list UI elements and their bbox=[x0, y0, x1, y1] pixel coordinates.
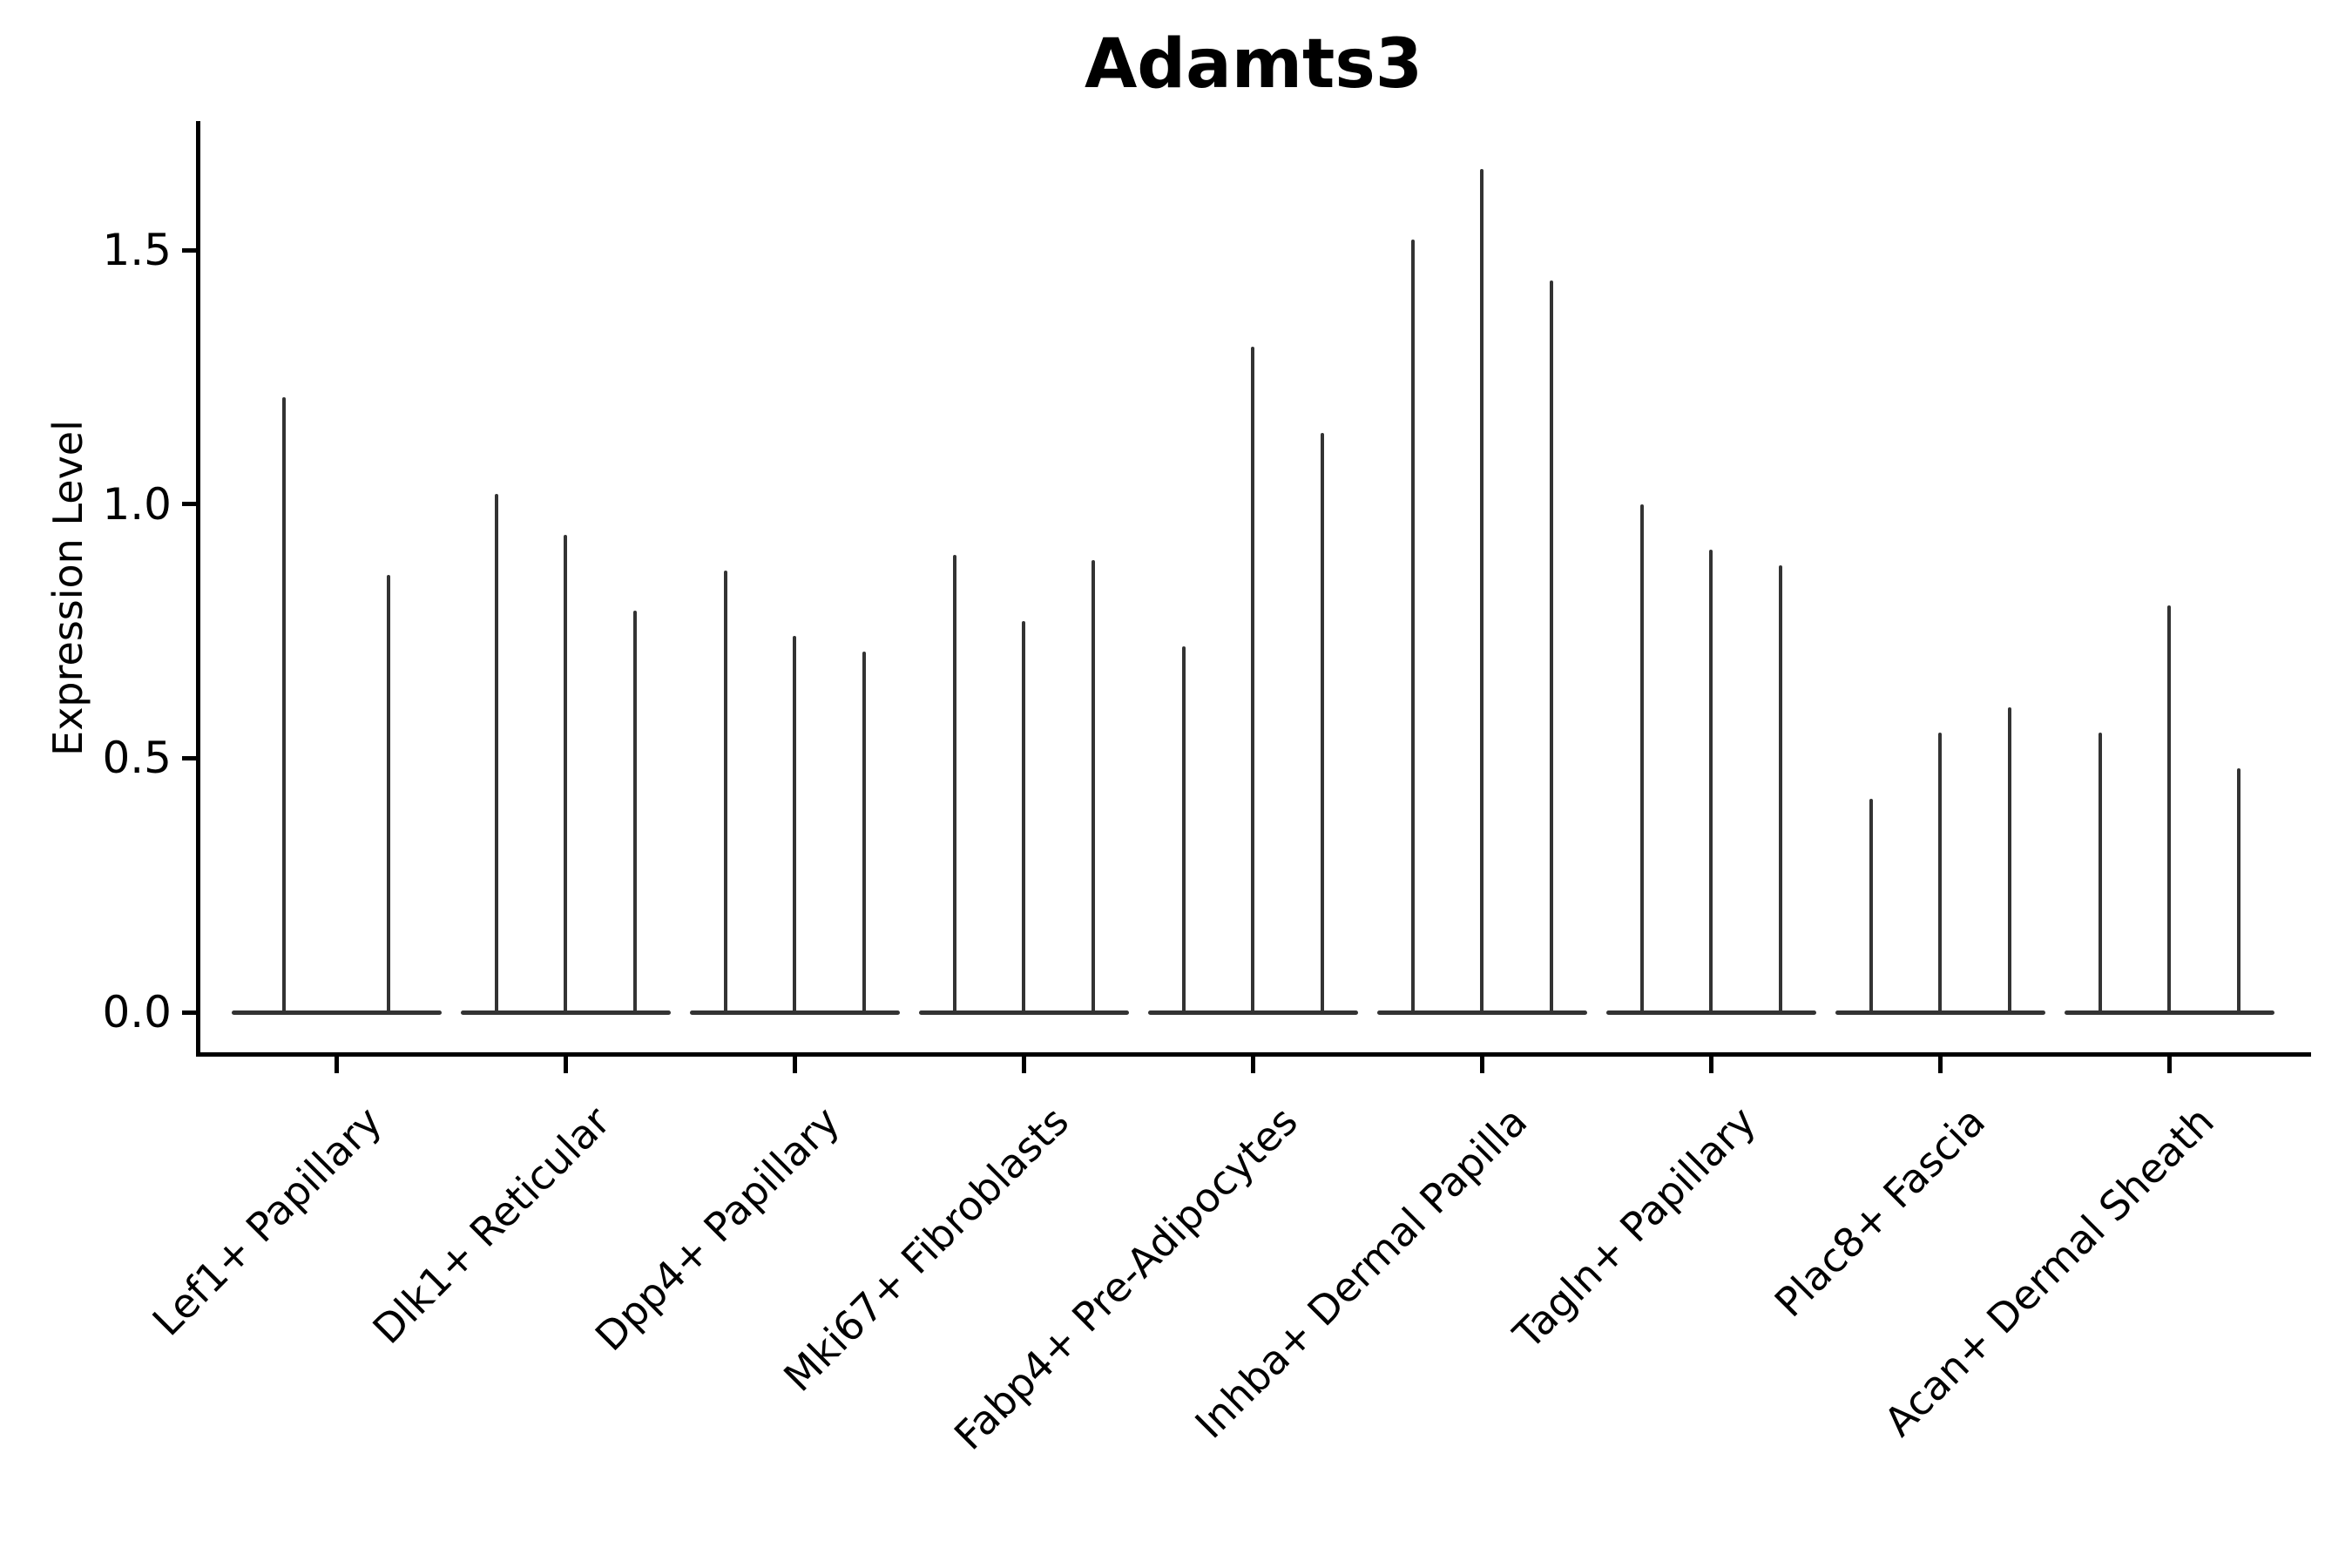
x-tick-mark bbox=[1708, 1057, 1713, 1073]
x-tick-label: Plac8+ Fascia bbox=[1765, 1097, 1995, 1327]
violin-spike bbox=[1778, 564, 1782, 1012]
violin-spike bbox=[952, 555, 956, 1012]
y-tick-mark bbox=[182, 1010, 196, 1015]
y-tick-mark bbox=[182, 247, 196, 253]
violin-base bbox=[231, 1010, 442, 1015]
y-tick-mark bbox=[182, 755, 196, 760]
violin-spike bbox=[2098, 733, 2102, 1012]
violin-base bbox=[1376, 1010, 1587, 1015]
x-tick-mark bbox=[2166, 1057, 2172, 1073]
x-tick-mark bbox=[563, 1057, 568, 1073]
violin-spike bbox=[1251, 346, 1254, 1012]
x-tick-label: Tagln+ Papillary bbox=[1504, 1097, 1766, 1358]
violin-spike bbox=[2007, 707, 2011, 1012]
x-tick-label: Lef1+ Papillary bbox=[143, 1097, 391, 1345]
x-tick-mark bbox=[792, 1057, 797, 1073]
violin-spike bbox=[1549, 280, 1553, 1012]
violin-base bbox=[1835, 1010, 2045, 1015]
x-tick-label: Dlk1+ Reticular bbox=[363, 1097, 620, 1354]
x-axis-spine bbox=[196, 1052, 2311, 1057]
violin-spike bbox=[1480, 168, 1484, 1012]
y-tick-label: 1.0 bbox=[102, 478, 172, 530]
y-tick-label: 1.5 bbox=[102, 225, 172, 276]
violin-spike bbox=[387, 575, 390, 1012]
violin-spike bbox=[1938, 733, 1942, 1012]
x-tick-mark bbox=[1937, 1057, 1943, 1073]
violin-spike bbox=[564, 534, 567, 1012]
y-tick-label: 0.0 bbox=[102, 987, 172, 1037]
y-axis-label: Expression Level bbox=[44, 420, 91, 756]
violin-spike bbox=[1091, 559, 1095, 1012]
violin-spike bbox=[1320, 433, 1324, 1012]
violin-spike bbox=[632, 611, 637, 1012]
x-tick-mark bbox=[1250, 1057, 1255, 1073]
violin-spike bbox=[2236, 768, 2240, 1012]
violin-base bbox=[689, 1010, 900, 1015]
violin-spike bbox=[1022, 620, 1025, 1012]
violin-base bbox=[1605, 1010, 1816, 1015]
violin-base bbox=[1147, 1010, 1358, 1015]
x-tick-mark bbox=[1479, 1057, 1484, 1073]
violin-spike bbox=[793, 636, 796, 1012]
violin-base bbox=[460, 1010, 671, 1015]
violin-spike bbox=[1869, 799, 1873, 1012]
y-tick-label: 0.5 bbox=[102, 733, 172, 784]
x-tick-mark bbox=[1021, 1057, 1026, 1073]
x-tick-label: Dpp4+ Papillary bbox=[585, 1097, 849, 1361]
violin-spike bbox=[282, 397, 286, 1012]
violin-spike bbox=[723, 570, 727, 1012]
y-tick-mark bbox=[182, 502, 196, 507]
violin-spike bbox=[1639, 504, 1644, 1012]
violin-spike bbox=[862, 651, 866, 1012]
violin-spike bbox=[2167, 605, 2171, 1012]
x-tick-mark bbox=[334, 1057, 339, 1073]
violin-base bbox=[2064, 1010, 2274, 1015]
chart-title: Adamts3 bbox=[1084, 25, 1423, 104]
y-axis-spine bbox=[196, 121, 200, 1057]
violin-base bbox=[918, 1010, 1129, 1015]
violin-spike bbox=[1709, 550, 1713, 1012]
violin-spike bbox=[1410, 240, 1415, 1012]
violin-spike bbox=[1181, 646, 1186, 1012]
violin-spike bbox=[494, 494, 498, 1012]
